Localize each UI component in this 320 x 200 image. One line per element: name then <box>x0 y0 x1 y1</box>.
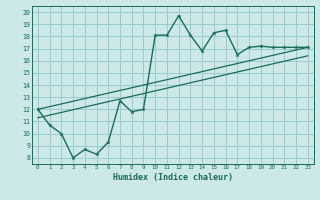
X-axis label: Humidex (Indice chaleur): Humidex (Indice chaleur) <box>113 173 233 182</box>
